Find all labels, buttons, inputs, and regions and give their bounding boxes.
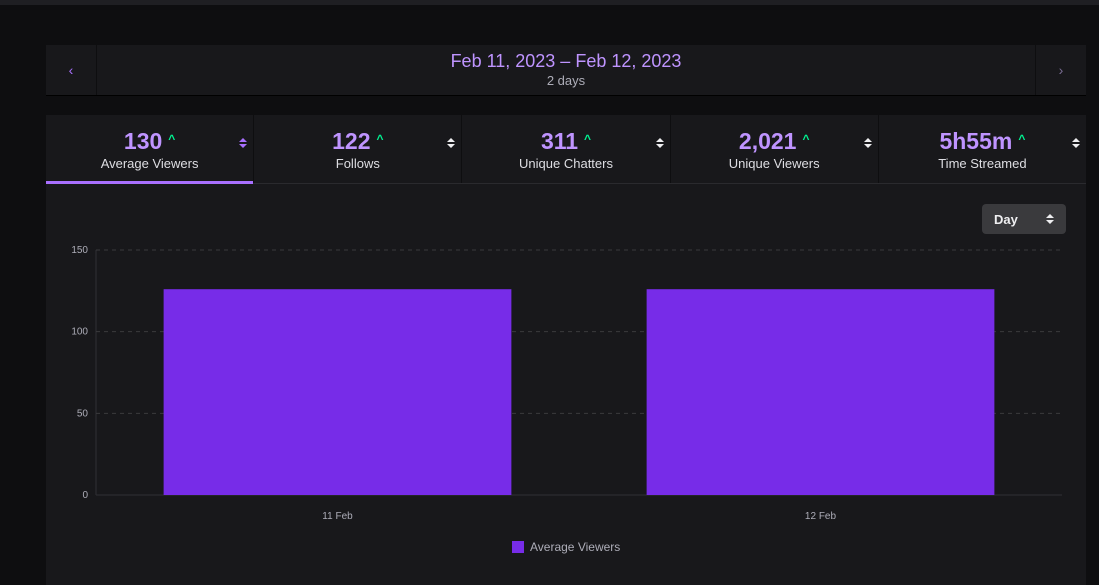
trend-up-icon: ^ — [802, 131, 810, 146]
legend-label: Average Viewers — [530, 540, 621, 554]
stat-tab-average-viewers[interactable]: 130 ^ Average Viewers — [46, 115, 255, 184]
stat-value: 2,021 — [738, 127, 797, 154]
previous-range-button[interactable]: ‹ — [46, 45, 97, 95]
bar — [646, 289, 995, 495]
stat-tab-unique-chatters[interactable]: 311 ^ Unique Chatters — [462, 115, 671, 183]
chevron-right-icon: › — [1058, 62, 1064, 78]
stat-tab-unique-viewers[interactable]: 2,021 ^ Unique Viewers — [671, 115, 879, 183]
date-range-bar: ‹ Feb 11, 2023 – Feb 12, 2023 2 days › — [46, 45, 1086, 95]
stat-label: Follows — [335, 155, 380, 171]
stat-value: 122 — [332, 127, 371, 154]
interval-select[interactable]: Day — [982, 204, 1066, 234]
bar — [163, 289, 512, 495]
sort-icon — [655, 138, 664, 148]
next-range-button[interactable]: › — [1035, 45, 1086, 95]
trend-up-icon: ^ — [168, 131, 176, 146]
stat-tab-follows[interactable]: 122 ^ Follows — [254, 115, 463, 183]
stat-label: Unique Viewers — [728, 155, 820, 171]
sort-icon — [863, 138, 872, 148]
trend-up-icon: ^ — [1018, 131, 1026, 146]
stat-value: 311 — [540, 127, 579, 154]
stat-value: 5h55m — [939, 127, 1013, 154]
x-tick-label: 12 Feb — [805, 511, 837, 522]
stats-panel: 130 ^ Average Viewers 122 ^ Follows 311 … — [46, 115, 1086, 585]
interval-select-value: Day — [994, 211, 1018, 227]
sort-icon — [1072, 138, 1081, 148]
date-span-text: 2 days — [546, 73, 586, 88]
y-tick-label: 0 — [82, 490, 88, 501]
legend-swatch — [512, 541, 524, 553]
date-range-display: Feb 11, 2023 – Feb 12, 2023 2 days — [97, 45, 1035, 95]
y-tick-label: 100 — [71, 327, 88, 338]
sort-icon — [239, 138, 248, 148]
x-tick-label: 11 Feb — [322, 511, 353, 522]
select-arrows-icon — [1046, 214, 1054, 224]
y-tick-label: 50 — [77, 408, 89, 419]
date-range-text: Feb 11, 2023 – Feb 12, 2023 — [450, 51, 682, 71]
stat-label: Time Streamed — [938, 155, 1027, 171]
stat-tabs: 130 ^ Average Viewers 122 ^ Follows 311 … — [46, 115, 1086, 184]
trend-up-icon: ^ — [376, 131, 384, 146]
stat-tab-time-streamed[interactable]: 5h55m ^ Time Streamed — [879, 115, 1086, 183]
trend-up-icon: ^ — [584, 131, 592, 146]
stat-value: 130 — [123, 127, 163, 154]
stat-label: Unique Chatters — [519, 155, 613, 171]
window-top-strip — [0, 0, 1099, 5]
y-tick-label: 150 — [71, 245, 88, 256]
stat-label: Average Viewers — [100, 155, 199, 171]
chart-legend: Average Viewers — [512, 540, 620, 554]
sort-icon — [447, 138, 456, 148]
average-viewers-chart: 0 50 100 150 11 Feb 12 Feb — [71, 245, 1062, 522]
chevron-left-icon: ‹ — [68, 62, 74, 78]
